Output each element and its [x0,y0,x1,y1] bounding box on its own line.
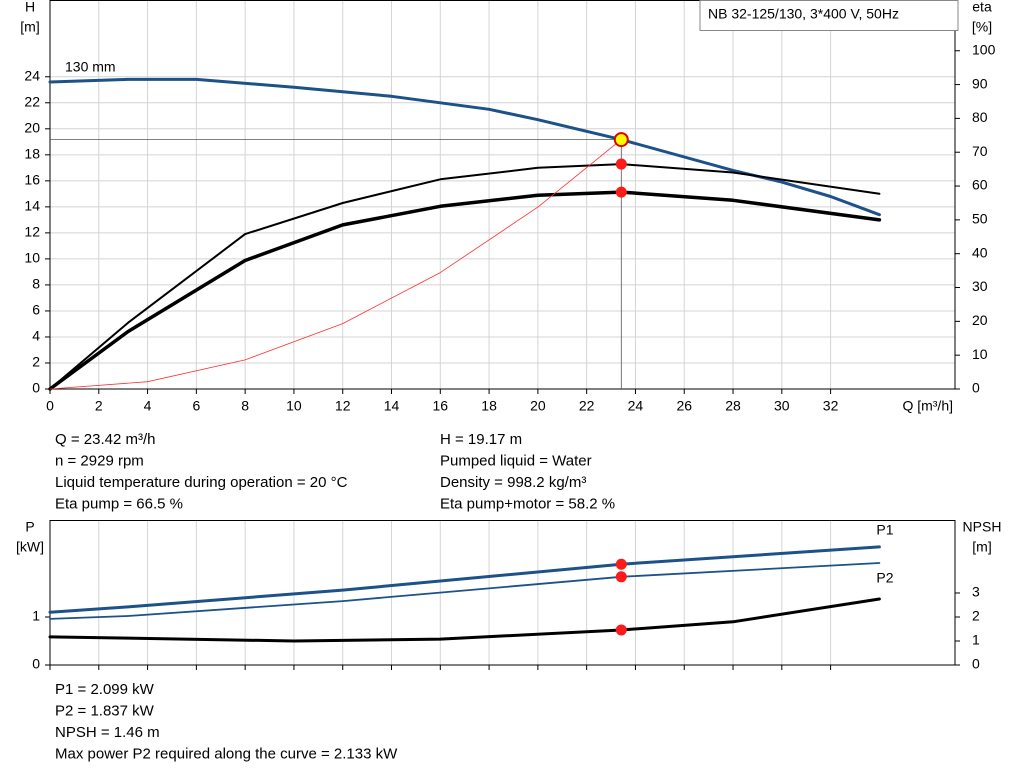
x-tick-label: 12 [335,398,351,414]
y-tick-label: 6 [32,302,40,318]
info-line: Density = 998.2 kg/m³ [440,474,586,491]
info-line: Pumped liquid = Water [440,452,592,469]
y2-tick-label: 80 [972,109,988,125]
x-tick-label: 16 [433,398,449,414]
info-line: P2 = 1.837 kW [55,702,155,719]
title-box [699,0,959,31]
curve-label: P1 [876,522,893,538]
x-tick-label: 14 [384,398,400,414]
curve [49,163,881,390]
x-tick-label: 20 [530,398,546,414]
operating-point [613,132,629,148]
y-axis-label: [m] [20,19,39,35]
y2-axis-label: [m] [972,539,991,555]
y2-tick-label: 90 [972,75,988,91]
y2-tick-label: 20 [972,312,988,328]
info-line: H = 19.17 m [440,431,522,448]
curve-label: 130 mm [65,59,116,75]
curve [48,190,882,391]
y-tick-label: 14 [24,198,40,214]
curve [48,545,881,614]
y2-tick-label: 50 [972,211,988,227]
y-tick-label: 12 [24,224,40,240]
x-tick-label: 4 [144,398,152,414]
plot-frame [49,0,956,390]
y-tick-label: 4 [32,328,40,344]
chart-title: NB 32-125/130, 3*400 V, 50Hz [708,6,899,22]
operating-point [615,624,627,636]
x-tick-label: 8 [241,398,249,414]
y2-tick-label: 70 [972,143,988,159]
y-axis-label: H [25,0,35,15]
y2-axis-label: [%] [972,19,992,35]
y-tick-label: 20 [24,120,40,136]
info-line: P1 = 2.099 kW [55,681,155,698]
y2-tick-label: 0 [972,656,980,672]
y-tick-label: 22 [24,93,40,109]
info-line: Q = 23.42 m³/h [55,431,155,448]
x-tick-label: 28 [725,398,741,414]
x-tick-label: 30 [774,398,790,414]
y-axis-label: [kW] [16,539,44,555]
x-tick-label: 6 [192,398,200,414]
y2-tick-label: 0 [972,380,980,396]
curve [49,562,881,620]
x-tick-label: 22 [579,398,595,414]
y-tick-label: 2 [32,354,40,370]
y-axis-label: P [25,519,34,535]
y2-tick-label: 3 [972,584,980,600]
x-axis-label: Q [m³/h] [902,398,953,414]
y-tick-label: 1 [32,608,40,624]
y2-tick-label: 40 [972,244,988,260]
info-line: Eta pump = 66.5 % [55,495,183,512]
y2-tick-label: 100 [972,41,996,57]
plot-frame [49,520,956,666]
x-tick-label: 18 [481,398,497,414]
info-line: Max power P2 required along the curve = … [55,745,398,762]
y-tick-label: 24 [24,67,40,83]
curve [49,139,622,390]
operating-point [615,571,627,583]
y2-tick-label: 1 [972,632,980,648]
operating-point [615,186,627,198]
operating-point [615,558,627,570]
x-tick-label: 10 [286,398,302,414]
y-tick-label: 16 [24,172,40,188]
y2-axis-label: NPSH [963,519,1002,535]
x-tick-label: 24 [628,398,644,414]
y-tick-label: 18 [24,146,40,162]
info-line: Liquid temperature during operation = 20… [55,474,348,491]
x-tick-label: 26 [676,398,692,414]
y-tick-label: 0 [32,380,40,396]
y2-tick-label: 10 [972,346,988,362]
x-tick-label: 2 [95,398,103,414]
y2-axis-label: eta [972,0,992,15]
curve [48,597,881,643]
operating-point [615,158,627,170]
curve-label: P2 [876,570,893,586]
y2-tick-label: 2 [972,608,980,624]
info-line: NPSH = 1.46 m [55,724,160,741]
y2-tick-label: 60 [972,177,988,193]
x-tick-label: 0 [46,398,54,414]
y-tick-label: 10 [24,250,40,266]
y2-tick-label: 30 [972,278,988,294]
y-tick-label: 0 [32,656,40,672]
x-tick-label: 32 [823,398,839,414]
info-line: n = 2929 rpm [55,452,144,469]
y-tick-label: 8 [32,276,40,292]
info-line: Eta pump+motor = 58.2 % [440,495,615,512]
curve [48,77,881,217]
